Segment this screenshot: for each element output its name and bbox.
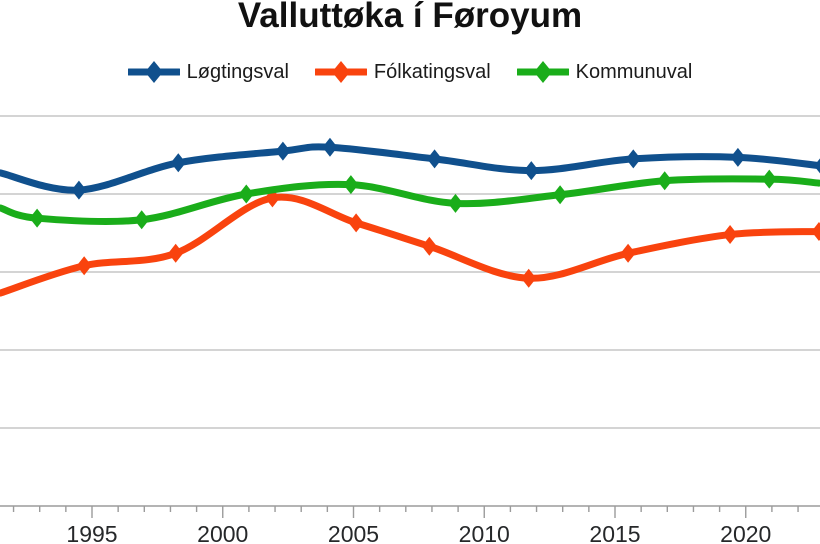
legend-item-logtingsval: Løgtingsval: [127, 60, 289, 84]
legend-line-diamond-icon: [516, 61, 569, 83]
data-point-marker-logtingsval: [730, 147, 746, 167]
x-axis-tick-label: 2015: [589, 521, 640, 544]
data-point-marker-logtingsval: [170, 153, 186, 173]
series-line-logtingsval: [0, 143, 820, 194]
legend-label-logtingsval: Løgtingsval: [186, 60, 289, 83]
data-point-marker-folkatingsval: [76, 256, 92, 276]
data-point-marker-logtingsval: [275, 141, 291, 161]
data-point-marker-kommunuval: [134, 210, 150, 230]
x-axis-tick-label: 2000: [197, 521, 248, 544]
x-axis-tick-label: 1995: [66, 521, 117, 544]
data-point-marker-logtingsval: [322, 137, 338, 157]
data-point-marker-folkatingsval: [722, 225, 738, 245]
data-point-marker-kommunuval: [343, 175, 359, 195]
legend-label-kommunuval: Kommunuval: [575, 60, 693, 83]
x-axis-tick-label: 2005: [328, 521, 379, 544]
data-point-marker-logtingsval: [427, 149, 443, 169]
data-point-marker-kommunuval: [761, 169, 777, 189]
x-axis-tick-label: 2010: [459, 521, 510, 544]
chart-legend: Løgtingsval Fólkatingsval Kommunuval: [0, 58, 820, 86]
data-point-marker-kommunuval: [29, 208, 45, 228]
chart-title: Valluttøka í Føroyum: [237, 0, 583, 35]
data-point-marker-folkatingsval: [168, 243, 184, 263]
legend-item-kommunuval: Kommunuval: [516, 60, 693, 84]
legend-line-diamond-icon: [314, 61, 367, 83]
data-point-marker-kommunuval: [447, 193, 463, 213]
data-point-marker-logtingsval: [71, 180, 87, 200]
data-point-marker-folkatingsval: [421, 236, 437, 256]
data-point-marker-kommunuval: [238, 184, 254, 204]
legend-label-folkatingsval: Fólkatingsval: [373, 60, 491, 83]
data-point-marker-folkatingsval: [620, 243, 636, 263]
legend-item-folkatingsval: Fólkatingsval: [314, 60, 491, 84]
data-point-marker-folkatingsval: [348, 213, 364, 233]
data-point-marker-logtingsval: [523, 161, 539, 181]
data-point-marker-logtingsval: [814, 158, 820, 174]
series-line-folkatingsval: [0, 193, 820, 297]
legend-line-diamond-icon: [127, 61, 180, 83]
series-line-kommunuval: [0, 175, 820, 226]
data-point-marker-kommunuval: [552, 185, 568, 205]
data-point-marker-folkatingsval: [521, 268, 537, 288]
data-point-marker-kommunuval: [657, 171, 673, 191]
x-axis-tick-label: 2020: [720, 521, 771, 544]
data-point-marker-folkatingsval: [811, 221, 820, 241]
data-point-marker-logtingsval: [625, 149, 641, 169]
